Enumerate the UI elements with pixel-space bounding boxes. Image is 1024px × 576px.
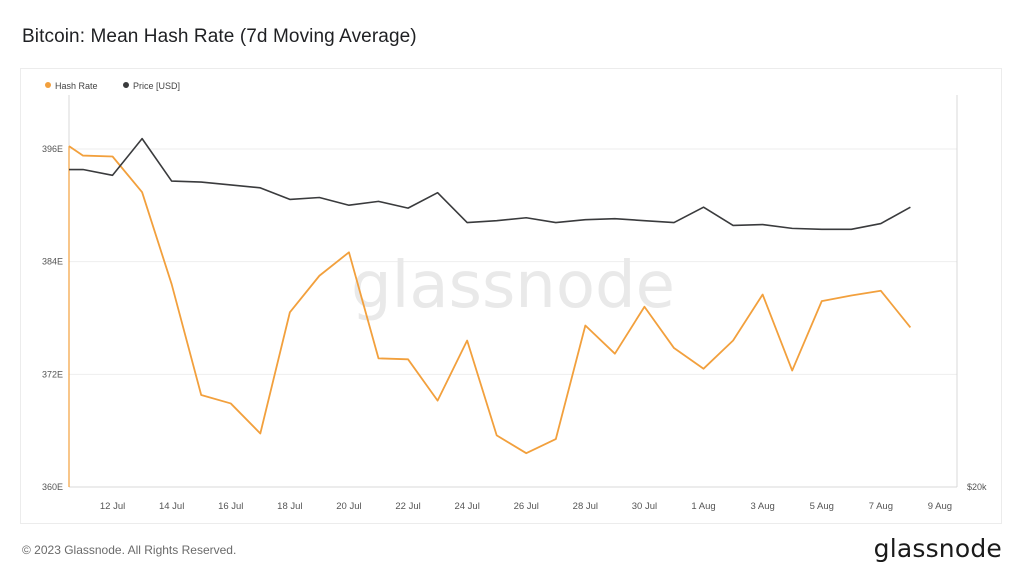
x-tick-label: 16 Jul (218, 501, 243, 512)
x-tick-label: 12 Jul (100, 501, 125, 512)
x-tick-label: 26 Jul (514, 501, 539, 512)
series-line-hash-rate (68, 145, 912, 455)
legend-marker-hash-rate (45, 82, 51, 88)
glassnode-logo[interactable]: glassnode (873, 534, 1002, 563)
watermark: glassnode (351, 249, 675, 323)
series-line-price (69, 137, 911, 231)
y-tick-label: 360E (42, 482, 63, 492)
chart-title: Bitcoin: Mean Hash Rate (7d Moving Avera… (22, 26, 417, 47)
y-tick-label: 396E (42, 144, 63, 154)
chart-frame: glassnode 360E 372E 384E 396E $20k 12 Jul 14 J… (20, 68, 1002, 524)
legend-label-hash-rate[interactable]: Hash Rate (55, 81, 98, 91)
x-tick-label: 3 Aug (750, 501, 774, 512)
x-tick-label: 20 Jul (336, 501, 361, 512)
x-tick-label: 5 Aug (810, 501, 834, 512)
y-right-tick-label: $20k (967, 482, 987, 492)
x-tick-label: 22 Jul (395, 501, 420, 512)
x-tick-label: 1 Aug (691, 501, 715, 512)
x-tick-label: 9 Aug (928, 501, 952, 512)
series-lines (68, 137, 912, 487)
legend-label-price[interactable]: Price [USD] (133, 81, 180, 91)
x-tick-label: 7 Aug (869, 501, 893, 512)
x-tick-label: 28 Jul (573, 501, 598, 512)
y-tick-label: 384E (42, 257, 63, 267)
copyright-text: © 2023 Glassnode. All Rights Reserved. (22, 543, 237, 557)
y-tick-label: 372E (42, 369, 63, 379)
x-tick-label: 14 Jul (159, 501, 184, 512)
legend: Hash Rate Price [USD] (45, 81, 180, 91)
legend-marker-price (123, 82, 129, 88)
x-tick-label: 30 Jul (632, 501, 657, 512)
x-tick-label: 18 Jul (277, 501, 302, 512)
x-tick-label: 24 Jul (454, 501, 479, 512)
chart-svg: glassnode 360E 372E 384E 396E $20k 12 Jul 14 J… (42, 81, 987, 512)
